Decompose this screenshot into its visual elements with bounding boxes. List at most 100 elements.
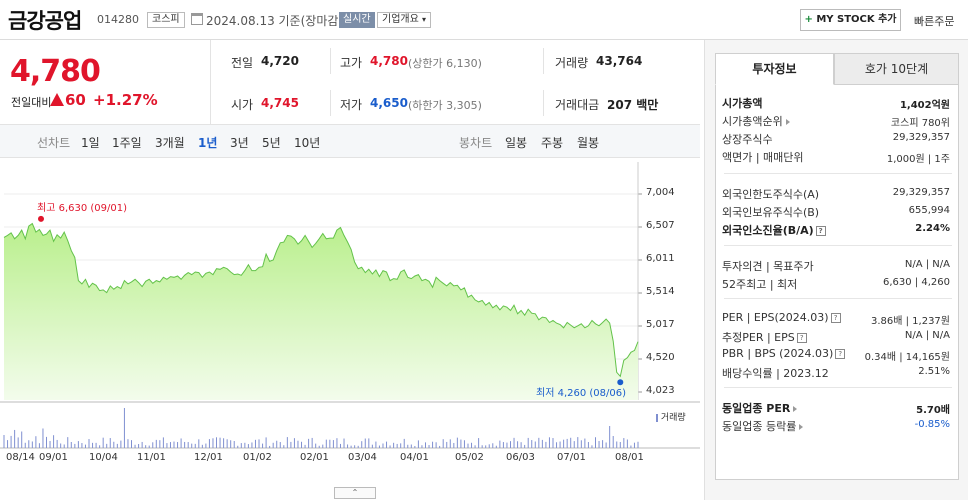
volume-value: 43,764: [596, 54, 643, 68]
info-label: 추정PER | EPS?: [722, 329, 807, 345]
period-daily-candle[interactable]: 일봉: [505, 136, 528, 150]
chart-period-bar: 선차트 1일 1주일 3개월 1년 3년 5년 10년 봉차트 일봉 주봉 월봉: [0, 124, 700, 158]
tab-orderbook-10[interactable]: 호가 10단계: [834, 53, 959, 85]
x-tick-label: 04/01: [400, 452, 429, 463]
caret-right-icon[interactable]: [793, 406, 798, 412]
period-weekly-candle[interactable]: 주봉: [541, 136, 564, 150]
divider: [330, 48, 331, 74]
price-area: [4, 223, 638, 400]
prev-close-value: 4,720: [261, 54, 299, 68]
x-tick-label: 01/02: [243, 452, 272, 463]
help-icon[interactable]: ?: [815, 226, 826, 236]
y-tick-label: 5,514: [646, 286, 675, 297]
info-value: 1,000원 | 1주: [886, 154, 950, 165]
help-icon[interactable]: ?: [830, 313, 841, 323]
current-price: 4,780: [10, 54, 101, 89]
high-annotation: 최고 6,630 (09/01): [37, 203, 128, 214]
market-badge: 코스피: [147, 12, 185, 28]
info-value: 29,329,357: [892, 187, 950, 198]
info-label-text: 외국인소진율(B/A): [722, 224, 814, 237]
help-icon[interactable]: ?: [835, 349, 846, 359]
info-label: 외국인보유주식수(B): [722, 204, 819, 220]
volume-legend-label: 거래량: [660, 413, 686, 423]
info-value: 코스피 780위: [890, 118, 950, 129]
info-label-text: 52주최고 | 최저: [722, 278, 798, 291]
info-value: 5.70배: [916, 405, 950, 416]
caret-right-icon[interactable]: [799, 424, 804, 430]
info-label: 동일업종 등락률: [722, 418, 804, 434]
info-value: 1,402억원: [899, 100, 950, 111]
calendar-icon: [191, 13, 203, 25]
info-label-text: PBR | BPS (2024.03): [722, 347, 834, 360]
period-1d[interactable]: 1일: [81, 136, 100, 150]
info-label-text: 시가총액: [722, 97, 763, 110]
x-tick-label: 03/04: [348, 452, 377, 463]
info-label: 배당수익률 | 2023.12: [722, 365, 829, 381]
caret-right-icon[interactable]: [785, 119, 790, 125]
change-percent: +1.27%: [93, 91, 158, 109]
info-label-text: 추정PER | EPS: [722, 331, 795, 344]
period-10y[interactable]: 10년: [294, 136, 321, 150]
info-label-text: 상장주식수: [722, 133, 773, 146]
info-label: 외국인한도주식수(A): [722, 186, 819, 202]
info-label: 상장주식수: [722, 131, 773, 147]
stock-code: 014280: [97, 13, 139, 26]
base-date: 2024.08.13 기준(장마감): [206, 14, 344, 28]
upper-limit: (상한가 6,130): [408, 57, 482, 70]
x-tick-label: 12/01: [194, 452, 223, 463]
company-overview-button[interactable]: 기업개요 ▾: [377, 12, 432, 28]
info-label-text: 시가총액순위: [722, 115, 783, 128]
stock-name: 금강공업: [8, 9, 82, 33]
period-3m[interactable]: 3개월: [155, 136, 185, 150]
row-divider: [724, 173, 952, 174]
period-1y[interactable]: 1년: [198, 136, 218, 150]
add-my-stock-button[interactable]: + MY STOCK 추가: [800, 9, 901, 31]
period-monthly-candle[interactable]: 월봉: [577, 136, 600, 150]
tab-investment-info[interactable]: 투자정보: [715, 53, 834, 85]
compare-label: 전일대비: [11, 96, 52, 109]
x-tick-label: 08/14: [6, 452, 35, 463]
open-label: 시가: [231, 98, 254, 112]
y-tick-label: 4,520: [646, 352, 675, 363]
info-value: N/A | N/A: [904, 259, 950, 270]
x-tick-label: 10/04: [89, 452, 118, 463]
low-label: 저가: [340, 98, 363, 112]
info-value: 6,630 | 4,260: [883, 277, 950, 288]
period-1w[interactable]: 1주일: [112, 136, 142, 150]
info-label: 외국인소진율(B/A)?: [722, 222, 826, 238]
y-tick-label: 7,004: [646, 187, 675, 198]
y-tick-label: 5,017: [646, 319, 675, 330]
row-divider: [724, 245, 952, 246]
info-value: 29,329,357: [892, 132, 950, 143]
info-label: PBR | BPS (2024.03)?: [722, 347, 846, 360]
realtime-badge[interactable]: 실시간: [339, 12, 375, 28]
up-arrow-icon: [50, 93, 64, 106]
info-value: 2.51%: [918, 366, 950, 377]
period-3y[interactable]: 3년: [230, 136, 249, 150]
row-divider: [724, 387, 952, 388]
chevron-up-icon: ⌃: [351, 488, 359, 497]
info-label: 액면가 | 매매단위: [722, 149, 804, 165]
row-divider: [724, 298, 952, 299]
price-chart[interactable]: [0, 160, 700, 500]
high-value: 4,780: [370, 54, 408, 68]
help-icon[interactable]: ?: [796, 333, 807, 343]
y-tick-label: 6,507: [646, 220, 675, 231]
info-value: N/A | N/A: [904, 330, 950, 341]
divider: [543, 90, 544, 116]
candle-chart-label: 봉차트: [459, 136, 493, 150]
quick-order-link[interactable]: 빠른주문: [914, 15, 955, 28]
change-value: 60: [65, 91, 86, 109]
period-5y[interactable]: 5년: [262, 136, 281, 150]
info-value: 2.24%: [915, 223, 950, 234]
volume-label: 거래량: [555, 56, 589, 70]
price-line: [3, 222, 639, 378]
x-tick-label: 06/03: [506, 452, 535, 463]
info-label: 52주최고 | 최저: [722, 276, 797, 292]
plus-icon: +: [804, 14, 813, 25]
info-label: 시가총액: [722, 95, 762, 111]
info-value: 0.34배 | 14,165원: [864, 352, 950, 363]
collapse-chart-button[interactable]: ⌃: [334, 487, 376, 499]
info-label-text: 외국인보유주식수(B): [722, 206, 820, 219]
